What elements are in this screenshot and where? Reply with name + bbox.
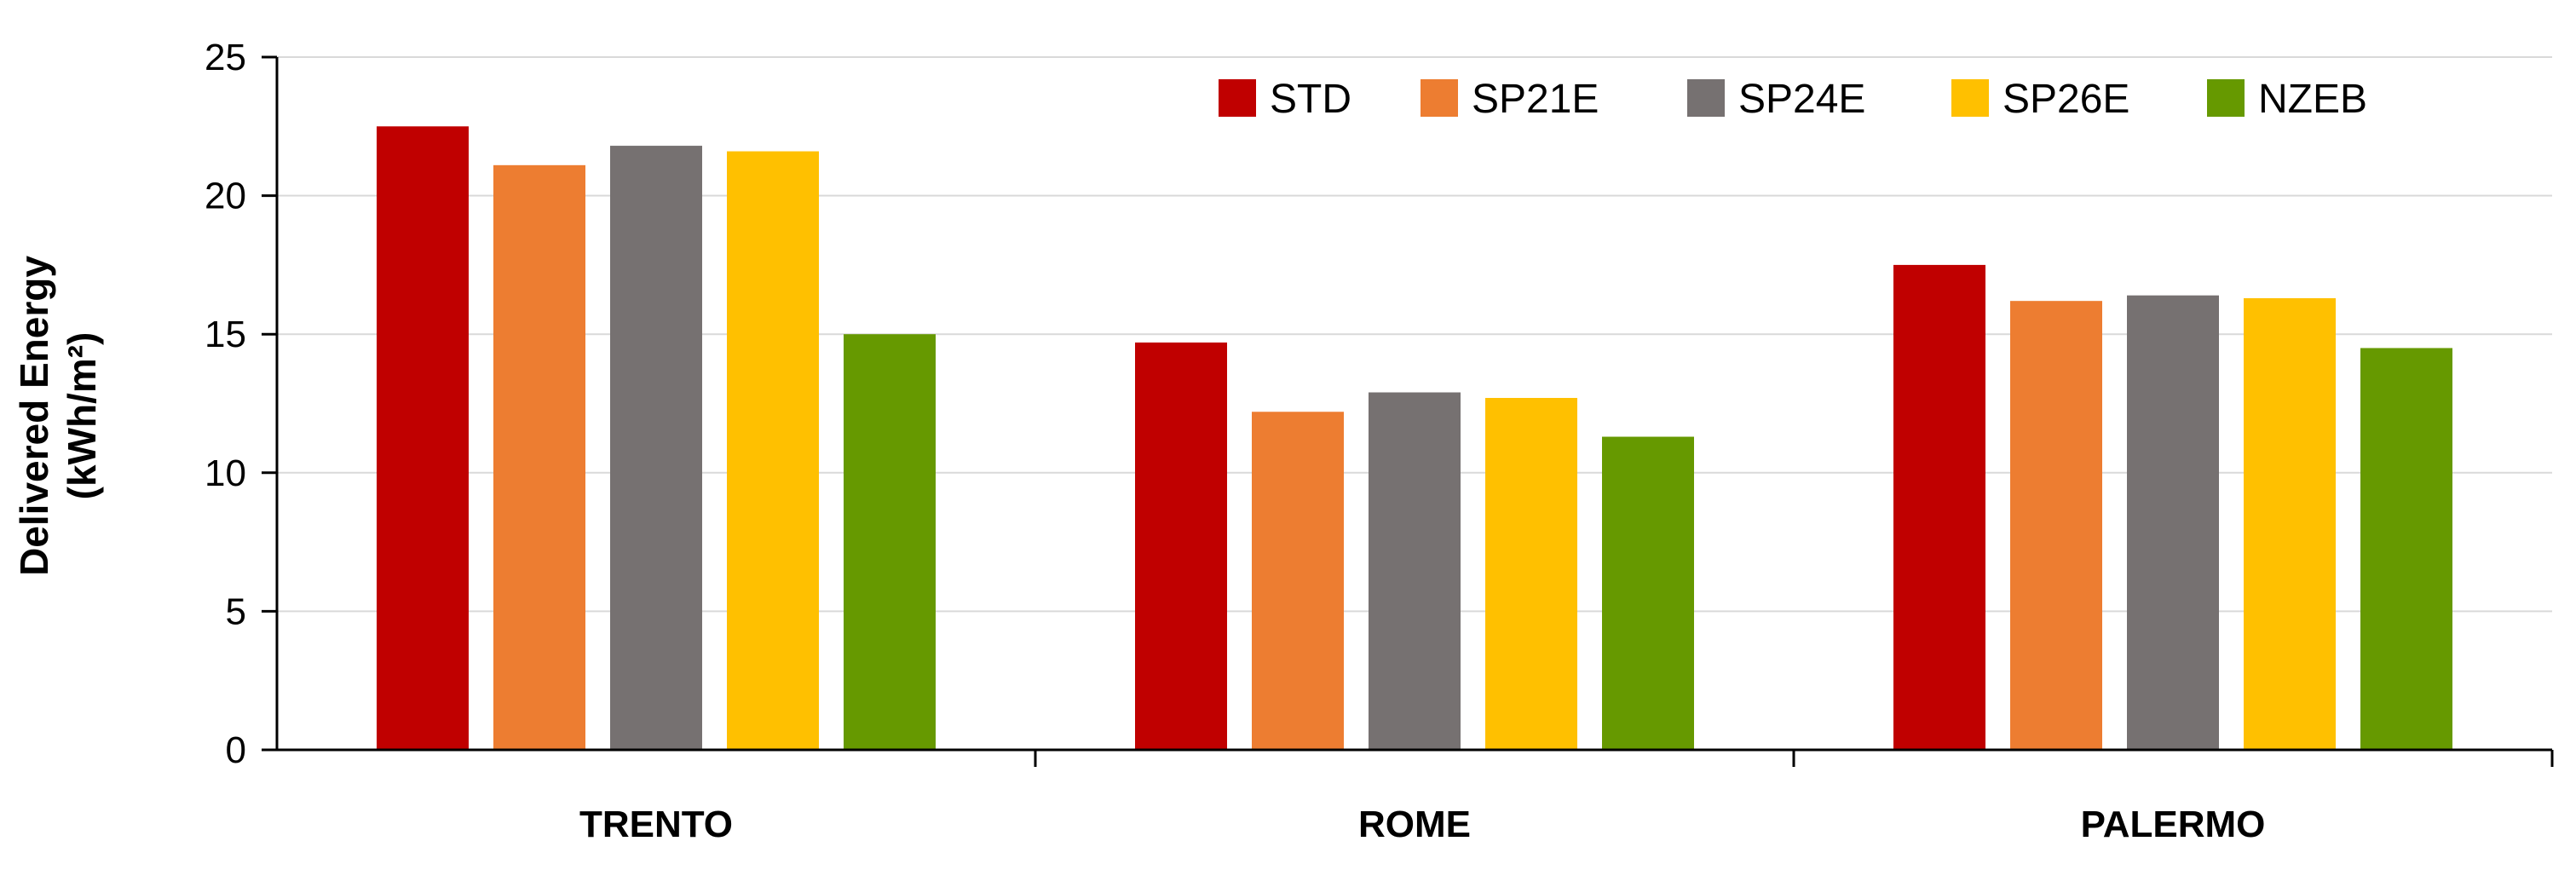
x-category-label: TRENTO xyxy=(579,804,733,845)
category-labels: TRENTO ROME PALERMO xyxy=(579,804,2265,845)
y-tick-label: 15 xyxy=(205,314,246,355)
bar-sp26e-trento xyxy=(727,151,819,750)
y-tick-label: 20 xyxy=(205,176,246,217)
y-tick-label: 25 xyxy=(205,37,246,78)
legend-label: STD xyxy=(1270,77,1351,122)
y-tick-label: 0 xyxy=(226,729,246,771)
bar-sp26e-palermo xyxy=(2244,297,2336,750)
bar-nzeb-rome xyxy=(1602,436,1694,750)
bar-sp21e-palermo xyxy=(2010,301,2102,750)
bar-sp24e-rome xyxy=(1369,392,1461,750)
bar-std-trento xyxy=(377,126,469,751)
y-axis-title-line1: Delivered Energy xyxy=(12,256,56,576)
legend-swatch xyxy=(1951,79,1989,117)
y-axis-title: Delivered Energy (kWh/m²) xyxy=(12,256,104,576)
bar-sp24e-palermo xyxy=(2127,295,2219,750)
legend-label: NZEB xyxy=(2258,77,2367,122)
x-category-label: PALERMO xyxy=(2081,804,2266,845)
bar-sp21e-rome xyxy=(1252,412,1344,750)
bar-std-palermo xyxy=(1893,264,1985,750)
bar-sp26e-rome xyxy=(1485,397,1577,750)
bar-sp24e-trento xyxy=(610,146,702,751)
legend-item-sp21e: SP21E xyxy=(1421,77,1599,122)
legend-swatch xyxy=(1219,79,1256,117)
legend-item-sp24e: SP24E xyxy=(1687,77,1865,122)
legend-swatch xyxy=(1421,79,1458,117)
bar-std-rome xyxy=(1135,342,1227,750)
legend-item-std: STD xyxy=(1219,77,1351,122)
y-tick-labels: 0 5 10 15 20 25 xyxy=(205,37,246,771)
legend-label: SP26E xyxy=(2003,77,2129,122)
y-axis-title-line2: (kWh/m²) xyxy=(60,332,104,500)
legend-swatch xyxy=(1687,79,1725,117)
legend-item-sp26e: SP26E xyxy=(1951,77,2129,122)
bar-nzeb-palermo xyxy=(2360,348,2452,750)
axes xyxy=(262,55,2554,767)
legend-label: SP21E xyxy=(1472,77,1599,122)
bar-sp21e-trento xyxy=(493,164,585,750)
legend: STD SP21E SP24E SP26E NZEB xyxy=(1219,77,2367,122)
legend-item-nzeb: NZEB xyxy=(2207,77,2367,122)
legend-label: SP24E xyxy=(1738,77,1865,122)
y-tick-label: 10 xyxy=(205,452,246,494)
bars xyxy=(377,126,2452,751)
x-category-label: ROME xyxy=(1358,804,1471,845)
bar-nzeb-trento xyxy=(844,334,936,750)
y-tick-label: 5 xyxy=(226,591,246,632)
legend-swatch xyxy=(2207,79,2245,117)
